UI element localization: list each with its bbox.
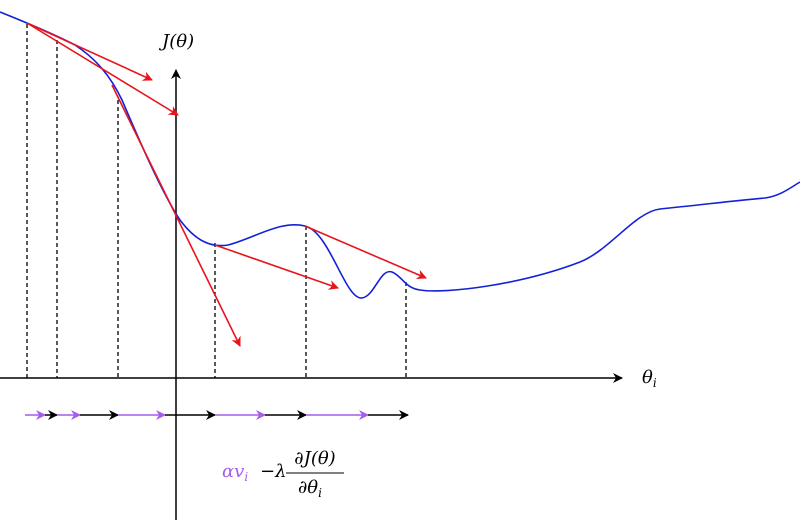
momentum-subscript: i: [244, 470, 248, 484]
y-axis-label: J(θ): [158, 31, 194, 52]
operator: −λ: [260, 461, 287, 482]
numerator: ∂J(θ): [294, 448, 335, 469]
momentum-term: αvi: [222, 461, 248, 484]
drop-lines: [26, 24, 407, 378]
denominator: ∂θi: [298, 477, 322, 500]
x-axis-symbol: θ: [642, 367, 653, 388]
denominator-symbol: ∂θ: [298, 477, 318, 498]
cost-curve: [0, 11, 800, 299]
x-axis-label: θi: [642, 367, 657, 390]
gradient-steps: [26, 22, 427, 347]
denominator-subscript: i: [318, 486, 322, 500]
x-axis-subscript: i: [653, 376, 657, 390]
momentum-symbol: αv: [222, 461, 244, 482]
